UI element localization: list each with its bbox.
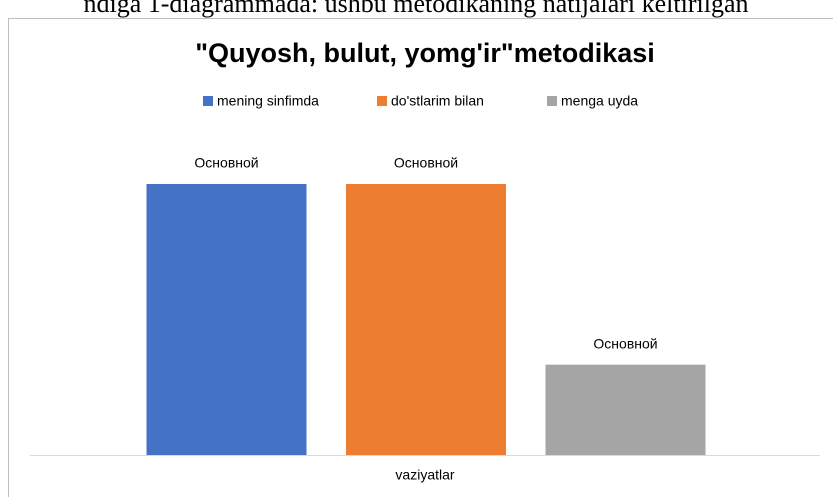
legend-label: mening sinfimda — [217, 93, 319, 109]
legend-label: menga uyda — [561, 93, 638, 109]
legend-swatch — [203, 96, 213, 106]
bar — [146, 184, 307, 455]
bar — [346, 184, 506, 455]
bar — [545, 364, 706, 455]
chart-title: "Quyosh, bulut, yomg'ir"metodikasi — [195, 38, 655, 68]
data-label: Основной — [593, 335, 657, 351]
legend-swatch — [377, 96, 387, 106]
legend-swatch — [547, 96, 557, 106]
x-tick-label: vaziyatlar — [395, 467, 454, 483]
data-label: Основной — [194, 155, 258, 171]
data-label: Основной — [394, 155, 458, 171]
caption: ndiga 1-diagrammada: ushbu metodikaning … — [84, 0, 749, 18]
legend-label: do'stlarim bilan — [391, 93, 484, 109]
